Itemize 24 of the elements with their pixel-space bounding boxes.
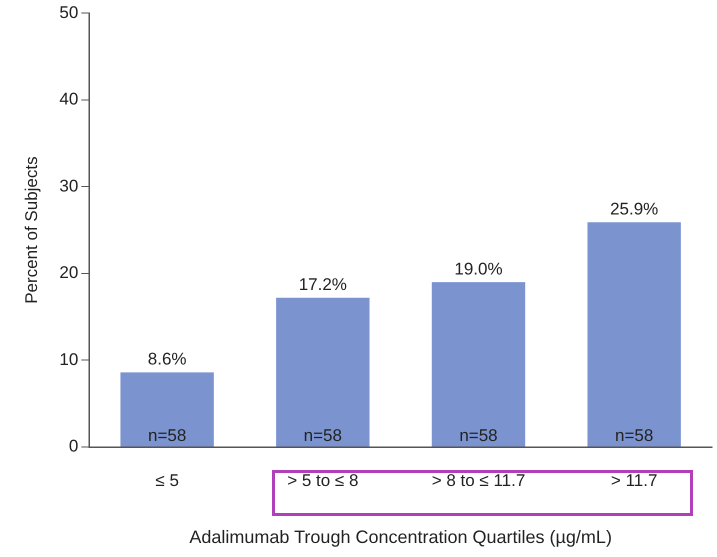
annotation: n=58 — [615, 426, 654, 446]
y-tick-label: 20 — [59, 263, 78, 282]
bar — [276, 298, 370, 446]
x-tick-label: > 8 to ≤ 11.7 — [432, 470, 526, 490]
data-label: 17.2% — [298, 274, 347, 294]
x-tick-label: > 5 to ≤ 8 — [287, 470, 358, 490]
y-tick-label: 10 — [59, 350, 78, 369]
x-tick-label: ≤ 5 — [155, 470, 179, 490]
bar — [432, 282, 526, 446]
y-axis-title: Percent of Subjects — [22, 156, 41, 304]
x-tick-label: > 11.7 — [610, 470, 658, 490]
annotation: n=58 — [304, 426, 342, 446]
data-label: 8.6% — [148, 350, 187, 369]
data-label: 19.0% — [454, 259, 503, 278]
y-tick-label: 40 — [59, 90, 78, 109]
annotation: n=58 — [459, 426, 498, 446]
bar — [587, 222, 681, 446]
y-tick-label: 0 — [68, 436, 78, 456]
annotation: n=58 — [148, 426, 186, 446]
x-axis-title: Adalimumab Trough Concentration Quartiles (µg/mL) — [189, 527, 612, 548]
y-tick-label: 30 — [59, 176, 78, 196]
y-tick-label: 50 — [59, 2, 78, 22]
data-label: 25.9% — [610, 199, 658, 218]
bar — [120, 372, 214, 446]
